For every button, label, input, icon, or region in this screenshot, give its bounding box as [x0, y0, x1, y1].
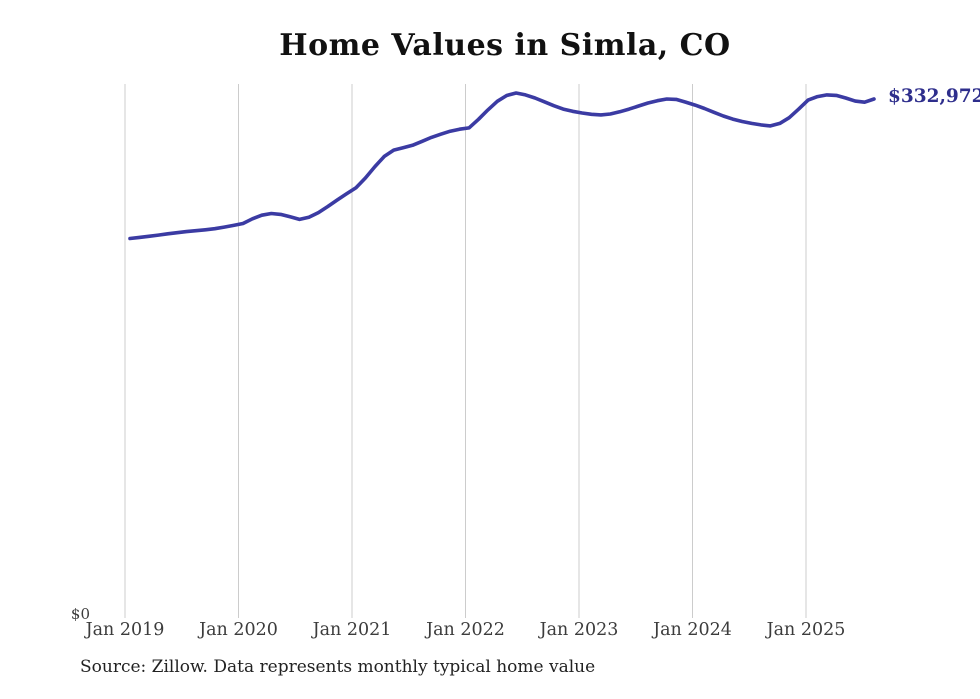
vertical-gridlines	[124, 84, 807, 618]
x-axis-tick-label: Jan 2020	[199, 620, 278, 640]
x-axis-tick-label: Jan 2021	[312, 620, 392, 640]
x-axis-tick-label: Jan 2024	[653, 620, 732, 640]
x-axis-tick-label: Jan 2019	[85, 620, 165, 640]
x-axis-tick-label: Jan 2022	[426, 620, 505, 640]
last-value-annotation: $332,972	[888, 86, 980, 107]
chart-title: Home Values in Simla, CO	[279, 28, 731, 63]
source-note: Source: Zillow. Data represents monthly …	[80, 657, 596, 677]
home-value-line-series	[128, 91, 876, 241]
x-axis-tick-label: Jan 2023	[539, 620, 619, 640]
y-axis-zero-label: $0	[70, 605, 90, 623]
x-axis-tick-label: Jan 2025	[766, 620, 846, 640]
